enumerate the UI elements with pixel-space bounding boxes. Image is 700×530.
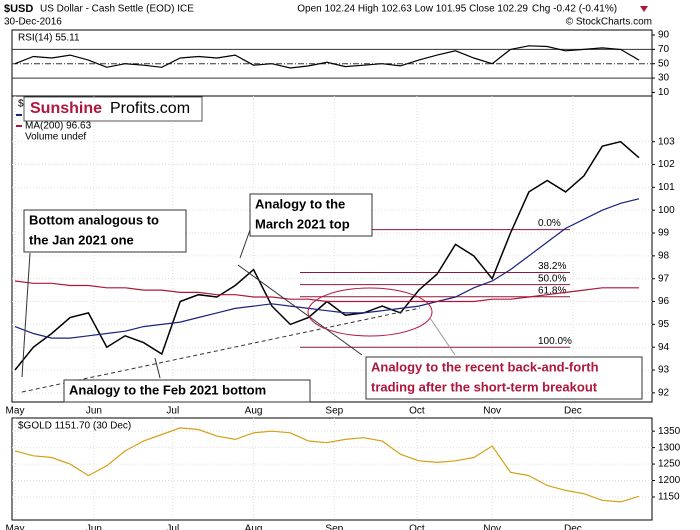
- panel-title: RSI(14) 55.11: [18, 33, 80, 44]
- series-line: [14, 427, 640, 503]
- y-tick-label: 30: [658, 73, 670, 84]
- note: Analogy to the: [255, 196, 345, 211]
- x-tick-label: Dec: [564, 524, 582, 530]
- x-tick-label: Jun: [86, 524, 102, 530]
- instrument-name: US Dollar - Cash Settle (EOD) ICE: [40, 4, 194, 15]
- y-tick-label: 97: [658, 273, 670, 284]
- logo-part1: Sunshine: [30, 100, 102, 117]
- x-tick-label: Sep: [325, 524, 343, 530]
- series-line: [14, 198, 640, 339]
- y-tick-label: 99: [658, 228, 670, 239]
- trend-line: [21, 307, 421, 393]
- legend-swatch: [16, 114, 22, 116]
- x-tick-label: Nov: [483, 524, 501, 530]
- panel-title: $GOLD 1151.70 (30 Dec): [18, 421, 131, 432]
- y-tick-label: 1350: [658, 426, 681, 437]
- logo-box: [23, 96, 203, 122]
- fib-label: 100.0%: [538, 336, 572, 347]
- x-tick-label: Jul: [166, 524, 179, 530]
- x-tick-label: Aug: [245, 524, 263, 530]
- y-tick-label: 1300: [658, 442, 681, 453]
- x-tick-label: Nov: [483, 406, 501, 417]
- y-tick-label: 96: [658, 296, 670, 307]
- x-tick-label: May: [6, 524, 25, 530]
- y-tick-label: 70: [658, 44, 670, 55]
- note-box: [365, 356, 643, 400]
- note: Analogy to the Feb 2021 bottom: [69, 382, 266, 397]
- y-tick-label: 50: [658, 58, 670, 69]
- annotations: [21, 193, 643, 403]
- panel: [11, 417, 653, 521]
- y-tick-label: 98: [658, 250, 670, 261]
- y-tick-label: 10: [658, 87, 670, 98]
- x-tick-label: Jul: [166, 406, 179, 417]
- note: Analogy to the recent back-and-forth: [371, 359, 599, 374]
- quote: Open 102.24 High 102.63 Low 101.95 Close…: [297, 4, 528, 15]
- x-tick-label: Oct: [409, 524, 425, 530]
- series-line: [14, 45, 640, 69]
- y-tick-label: 1150: [658, 492, 680, 503]
- legend-swatch: [16, 125, 22, 127]
- pointer: [154, 357, 161, 379]
- y-tick-label: 103: [658, 136, 675, 147]
- legend-label: Volume undef: [25, 132, 86, 143]
- note: Bottom analogous to: [29, 212, 159, 227]
- trend-line: [237, 264, 363, 356]
- symbol: $USD: [4, 3, 33, 15]
- fib-label: 0.0%: [538, 218, 561, 229]
- fib-label: 38.2%: [538, 261, 566, 272]
- source: © StockCharts.com: [566, 17, 652, 28]
- y-tick-label: 1200: [658, 475, 681, 486]
- note: trading after the short-term breakout: [371, 379, 598, 394]
- down-arrow: [640, 6, 648, 12]
- highlight: [307, 287, 433, 337]
- y-tick-label: 92: [658, 388, 670, 399]
- y-tick-label: 90: [658, 30, 670, 41]
- series-line: [14, 280, 639, 303]
- y-tick-label: 94: [658, 342, 670, 353]
- y-tick-label: 101: [658, 182, 675, 193]
- y-tick-label: 93: [658, 365, 670, 376]
- logo-part2: Profits.com: [110, 100, 190, 117]
- x-tick-label: May: [6, 406, 25, 417]
- y-tick-label: 95: [658, 319, 670, 330]
- x-tick-label: Jun: [86, 406, 102, 417]
- y-tick-label: 102: [658, 159, 675, 170]
- fib-label: 61.8%: [538, 285, 566, 296]
- date: 30-Dec-2016: [4, 17, 62, 28]
- note: the Jan 2021 one: [29, 232, 134, 247]
- pointer: [21, 252, 31, 378]
- note-box: [63, 379, 311, 403]
- note: March 2021 top: [255, 216, 350, 231]
- note-box: [249, 193, 373, 237]
- pointer: [429, 317, 456, 356]
- change: Chg -0.42 (-0.41%): [532, 4, 617, 15]
- y-tick-label: 100: [658, 205, 675, 216]
- pointer: [239, 229, 251, 259]
- x-tick-label: Sep: [325, 406, 343, 417]
- legend-label: MA(200) 96.63: [25, 121, 92, 132]
- x-tick-label: Dec: [564, 406, 582, 417]
- note-box: [23, 209, 187, 253]
- fib-label: 50.0%: [538, 273, 566, 284]
- x-tick-label: Oct: [409, 406, 425, 417]
- x-tick-label: Aug: [245, 406, 263, 417]
- y-tick-label: 1250: [658, 459, 681, 470]
